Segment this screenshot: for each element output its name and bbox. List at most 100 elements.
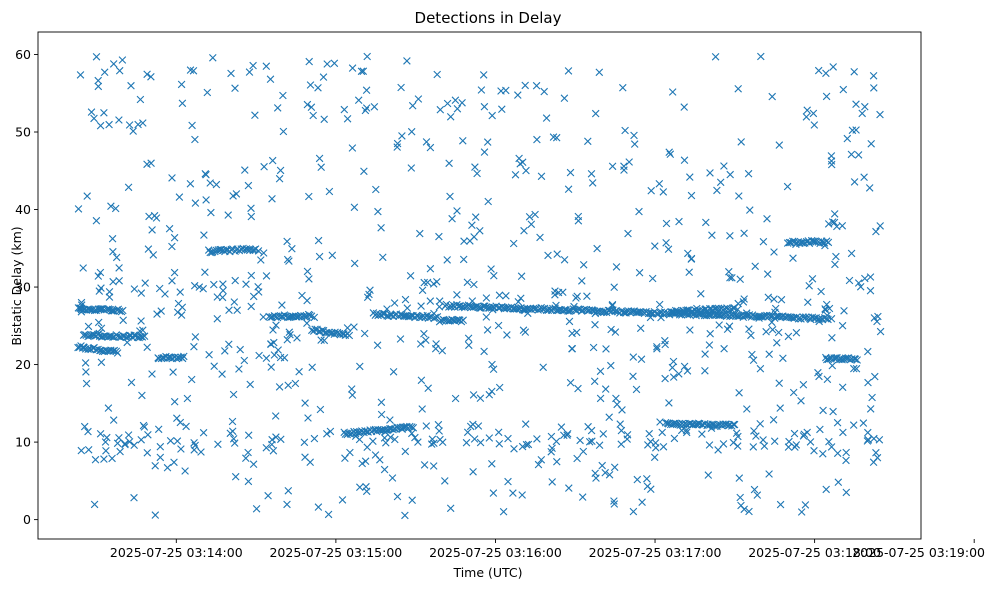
data-point	[213, 315, 222, 323]
data-point	[398, 132, 406, 140]
data-point	[864, 428, 872, 437]
data-point	[328, 251, 337, 260]
data-point	[228, 417, 237, 426]
data-point	[233, 306, 241, 314]
data-point	[833, 418, 842, 427]
data-point	[139, 326, 147, 334]
data-point	[320, 115, 328, 124]
data-point	[303, 319, 311, 327]
data-point	[356, 362, 364, 371]
y-tick-label: 30	[15, 280, 31, 295]
data-point	[792, 328, 801, 337]
data-point	[485, 434, 494, 442]
data-point	[244, 431, 253, 439]
data-point	[770, 437, 779, 445]
data-point	[768, 92, 776, 101]
data-point	[417, 376, 426, 385]
data-point	[864, 436, 873, 444]
data-point	[244, 477, 253, 486]
plot-frame	[37, 31, 922, 540]
data-point	[82, 379, 91, 388]
data-point	[280, 354, 289, 362]
data-point	[148, 370, 156, 378]
data-point	[360, 329, 369, 338]
data-point	[466, 237, 474, 245]
x-tick-label: 2025-07-25 03:18:00	[748, 545, 881, 560]
data-point	[735, 389, 743, 397]
data-point	[869, 458, 878, 466]
data-point	[720, 162, 728, 170]
data-point	[711, 53, 720, 61]
data-point	[264, 491, 272, 500]
data-point	[861, 102, 869, 111]
y-tick-label: 40	[15, 202, 31, 217]
data-point	[729, 438, 738, 447]
data-point	[377, 410, 386, 419]
x-tick-label: 2025-07-25 03:14:00	[110, 545, 243, 560]
data-point	[595, 441, 604, 449]
data-point	[268, 156, 277, 165]
data-point	[343, 324, 352, 332]
data-point	[548, 478, 556, 486]
data-point	[401, 447, 410, 456]
data-point	[202, 170, 210, 179]
data-point	[736, 493, 744, 502]
data-point	[770, 248, 778, 256]
data-point	[420, 278, 428, 287]
data-point	[858, 109, 866, 118]
data-point	[675, 217, 683, 226]
data-point	[275, 383, 284, 391]
data-point	[225, 340, 233, 349]
data-point	[124, 183, 133, 192]
data-point	[684, 249, 692, 258]
data-point	[750, 427, 758, 435]
data-point	[635, 207, 643, 216]
data-point	[446, 113, 455, 121]
data-point	[476, 438, 485, 447]
data-point	[314, 236, 323, 245]
data-point	[842, 488, 851, 497]
data-point	[790, 429, 799, 438]
data-point	[601, 385, 610, 393]
data-point	[516, 160, 524, 168]
data-point	[662, 219, 671, 228]
data-point	[551, 291, 559, 299]
data-point	[443, 99, 452, 108]
data-point	[828, 334, 836, 342]
data-point	[514, 91, 522, 99]
data-point	[77, 446, 86, 455]
data-point	[340, 105, 349, 114]
data-point	[737, 138, 745, 146]
data-point	[610, 500, 619, 508]
data-point	[735, 474, 744, 482]
data-point	[482, 313, 491, 321]
data-point	[104, 404, 113, 412]
data-point	[872, 448, 880, 457]
data-point	[115, 66, 124, 75]
data-point	[824, 238, 833, 247]
data-point	[140, 423, 149, 431]
data-point	[144, 245, 153, 253]
data-point	[97, 358, 106, 367]
data-point	[407, 127, 416, 136]
data-point	[632, 385, 641, 394]
data-point	[728, 274, 736, 282]
data-point	[686, 173, 694, 181]
data-point	[446, 504, 455, 513]
data-point	[137, 317, 145, 325]
data-point	[430, 439, 438, 447]
data-point	[610, 463, 619, 472]
data-point	[272, 433, 280, 441]
data-point	[459, 255, 468, 264]
data-point	[705, 441, 714, 449]
data-point	[687, 191, 696, 200]
data-point	[816, 425, 824, 434]
data-point	[347, 385, 356, 393]
data-point	[625, 158, 633, 166]
data-point	[369, 437, 377, 445]
data-point	[842, 448, 850, 457]
data-point	[362, 104, 371, 112]
data-point	[303, 296, 311, 305]
data-point	[504, 434, 512, 443]
data-point	[624, 229, 632, 238]
